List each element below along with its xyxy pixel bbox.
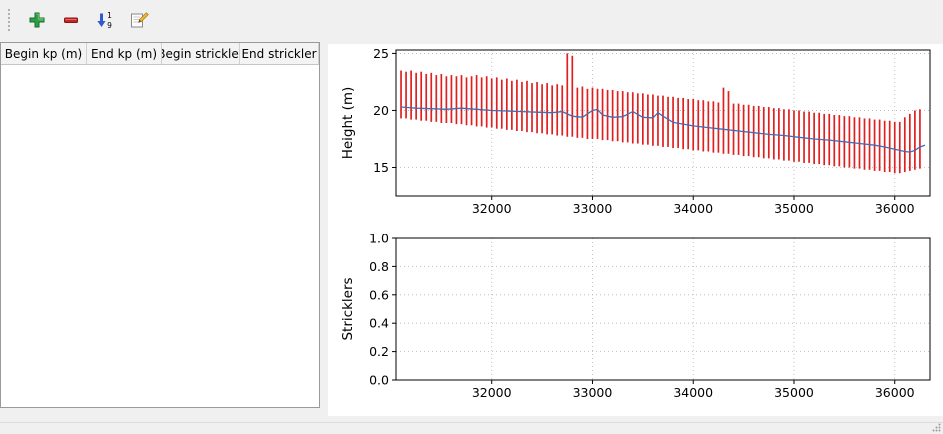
table-body[interactable] <box>1 65 319 407</box>
svg-text:35000: 35000 <box>774 201 814 216</box>
stricklers-chart: 32000 33000 34000 35000 36000 0.0 0.2 0.4 0.6 0.8… <box>340 234 931 400</box>
svg-text:Height (m): Height (m) <box>340 87 356 160</box>
svg-text:1: 1 <box>107 11 112 20</box>
svg-text:15: 15 <box>373 160 389 175</box>
svg-text:0.8: 0.8 <box>369 259 389 274</box>
svg-text:34000: 34000 <box>673 385 713 400</box>
svg-text:1.0: 1.0 <box>369 234 389 246</box>
toolbar: 1 9 <box>0 0 943 40</box>
column-header-end-kp[interactable]: End kp (m) <box>87 43 162 65</box>
resize-grip[interactable] <box>930 421 942 433</box>
svg-text:0.0: 0.0 <box>369 373 389 388</box>
svg-text:33000: 33000 <box>573 201 613 216</box>
status-bar <box>0 422 943 434</box>
add-row-button[interactable] <box>22 5 52 35</box>
toolbar-handle[interactable] <box>8 9 16 31</box>
column-header-end-strickler[interactable]: End strickler <box>240 43 319 65</box>
svg-text:20: 20 <box>373 103 389 118</box>
svg-text:35000: 35000 <box>774 385 814 400</box>
svg-text:32000: 32000 <box>472 385 512 400</box>
column-header-begin-strickler[interactable]: Begin strickler <box>162 43 240 65</box>
minus-icon <box>64 17 78 23</box>
edit-icon <box>131 12 149 28</box>
svg-text:0.2: 0.2 <box>369 344 389 359</box>
plus-icon <box>29 12 45 28</box>
table-header-row: Begin kp (m) End kp (m) Begin strickler … <box>1 43 319 65</box>
sort-button[interactable]: 1 9 <box>90 5 120 35</box>
charts-panel: 32000 33000 34000 35000 36000 15 20 25 Height (m… <box>328 44 943 416</box>
edit-button[interactable] <box>124 5 154 35</box>
svg-text:32000: 32000 <box>472 201 512 216</box>
sort-numeric-icon: 1 9 <box>97 11 112 30</box>
svg-text:33000: 33000 <box>573 385 613 400</box>
remove-row-button[interactable] <box>56 5 86 35</box>
height-chart: 32000 33000 34000 35000 36000 15 20 25 Height (m… <box>340 46 931 216</box>
svg-text:Stricklers: Stricklers <box>340 277 356 340</box>
svg-text:36000: 36000 <box>875 385 915 400</box>
svg-text:25: 25 <box>373 46 389 61</box>
svg-text:9: 9 <box>107 21 112 30</box>
svg-text:0.6: 0.6 <box>369 287 389 302</box>
column-header-begin-kp[interactable]: Begin kp (m) <box>1 43 87 65</box>
svg-text:36000: 36000 <box>875 201 915 216</box>
stricklers-table: Begin kp (m) End kp (m) Begin strickler … <box>0 42 320 408</box>
svg-text:34000: 34000 <box>673 201 713 216</box>
svg-text:0.4: 0.4 <box>369 316 389 331</box>
